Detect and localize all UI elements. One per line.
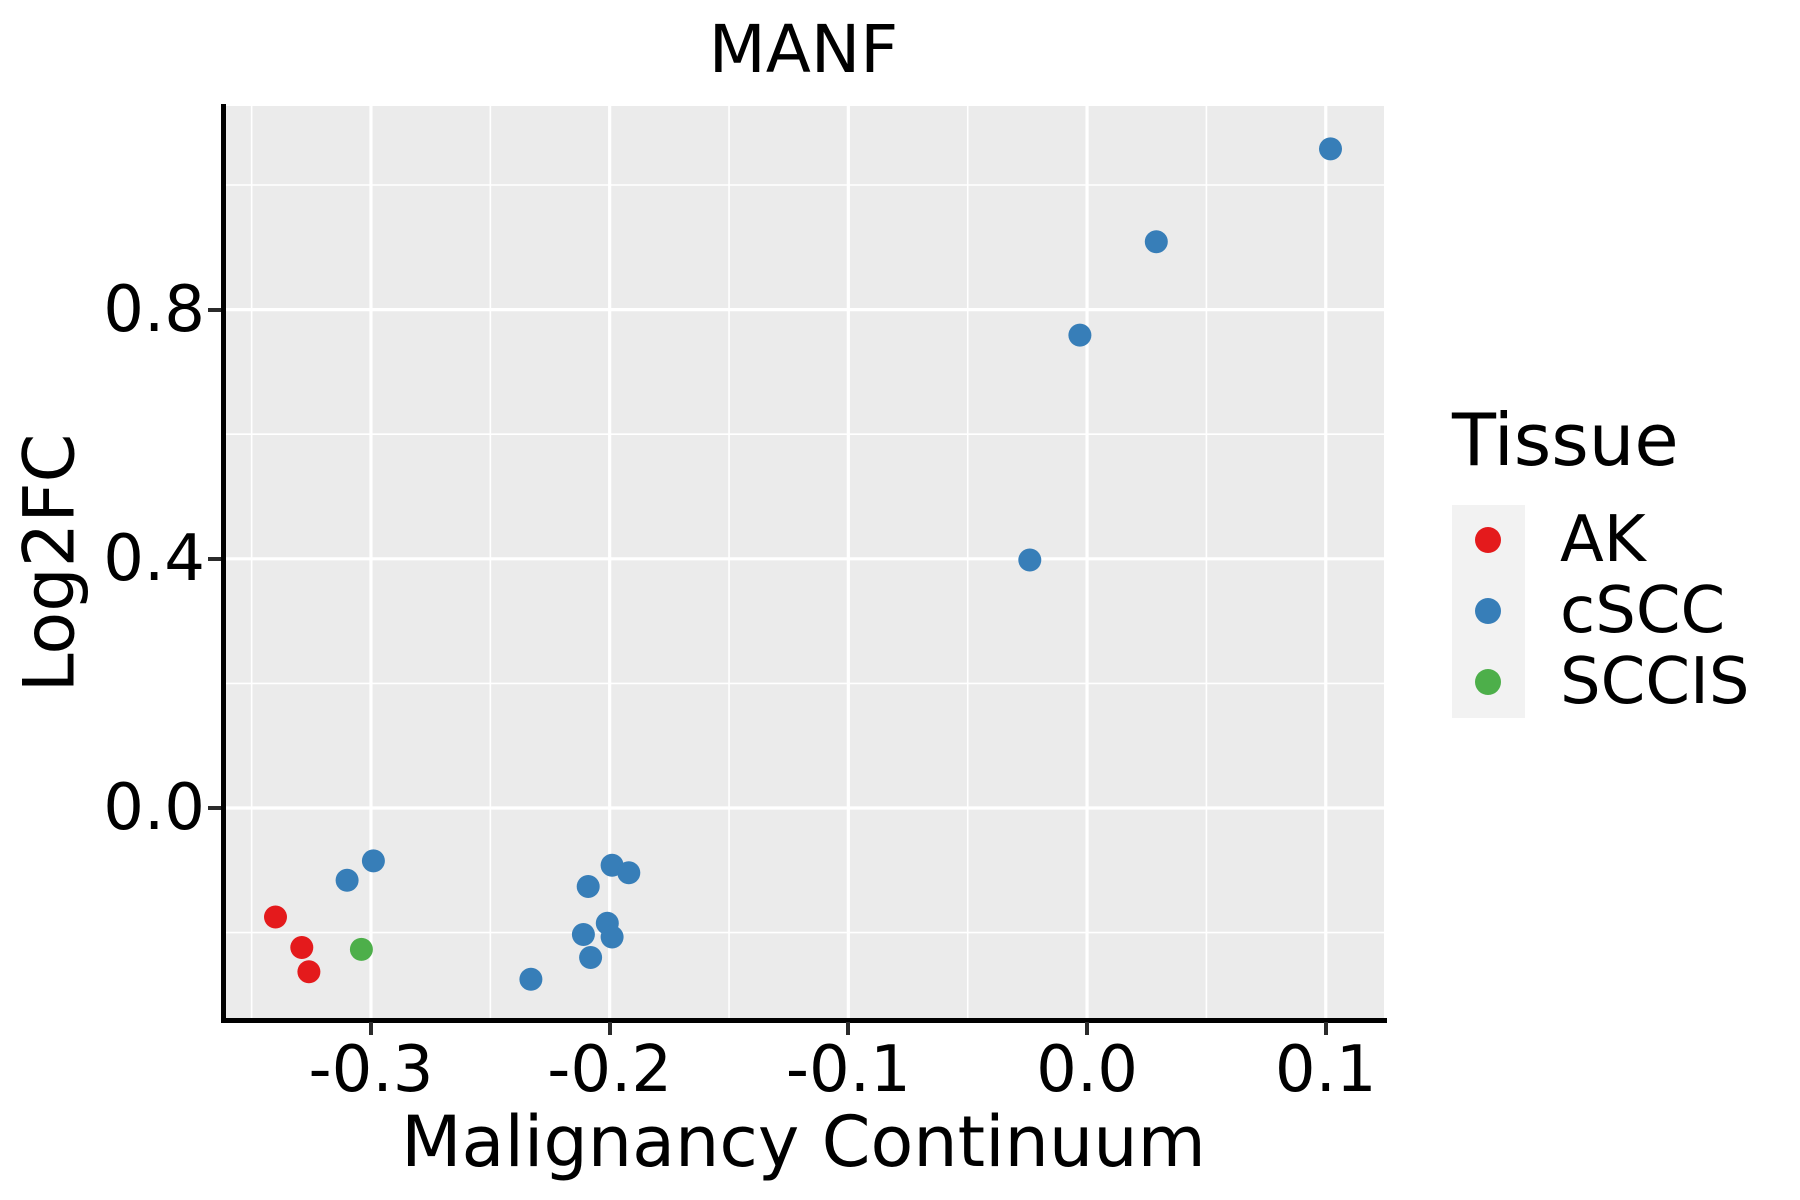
x-tick-label: -0.1 — [785, 1033, 911, 1107]
x-tick-mark — [1323, 1022, 1328, 1035]
data-point-cSCC — [579, 946, 603, 969]
scatter-plot-canvas — [223, 106, 1384, 1020]
data-point-cSCC — [1319, 137, 1342, 161]
x-axis-title: Malignancy Continuum — [401, 1101, 1206, 1183]
y-tick-mark — [208, 307, 221, 312]
data-point-cSCC — [600, 925, 624, 949]
y-axis-line — [221, 104, 226, 1022]
x-tick-label: -0.2 — [547, 1033, 673, 1107]
data-point-cSCC — [361, 849, 385, 873]
plot-title: MANF — [708, 11, 899, 88]
legend-key — [1452, 576, 1525, 647]
data-point-cSCC — [1144, 230, 1168, 254]
y-tick-label: 0.8 — [103, 272, 205, 347]
x-tick-mark — [607, 1022, 612, 1035]
legend-key — [1452, 505, 1525, 576]
data-point-AK — [290, 936, 314, 959]
y-tick-label: 0.4 — [103, 521, 205, 596]
data-point-cSCC — [1068, 323, 1092, 347]
data-point-cSCC — [617, 861, 641, 885]
x-tick-label: -0.3 — [308, 1033, 434, 1107]
data-point-cSCC — [519, 967, 543, 991]
y-tick-mark — [208, 556, 221, 561]
legend-key — [1452, 647, 1525, 718]
data-point-AK — [264, 905, 287, 929]
legend-dot-AK — [1475, 527, 1501, 553]
x-tick-label: 0.1 — [1274, 1033, 1377, 1107]
data-point-cSCC — [335, 868, 359, 892]
legend-label-AK: AK — [1560, 503, 1646, 577]
x-tick-label: 0.0 — [1036, 1033, 1138, 1107]
legend-dot-cSCC — [1475, 598, 1501, 624]
data-point-AK — [297, 960, 321, 984]
x-tick-mark — [1085, 1022, 1090, 1035]
y-tick-mark — [208, 805, 221, 810]
data-point-cSCC — [571, 923, 595, 946]
plot-panel — [223, 106, 1384, 1020]
x-axis-line — [221, 1018, 1387, 1023]
x-tick-mark — [846, 1022, 851, 1035]
x-tick-mark — [368, 1022, 373, 1035]
y-tick-label: 0.0 — [103, 770, 205, 845]
legend-label-cSCC: cSCC — [1560, 574, 1726, 648]
data-point-cSCC — [576, 875, 600, 898]
legend-dot-SCCIS — [1475, 669, 1501, 695]
legend-title: Tissue — [1452, 398, 1679, 482]
legend-label-SCCIS: SCCIS — [1560, 645, 1750, 719]
data-point-cSCC — [1018, 548, 1042, 572]
y-axis-title: Log2FC — [8, 433, 91, 693]
data-point-SCCIS — [349, 937, 373, 961]
